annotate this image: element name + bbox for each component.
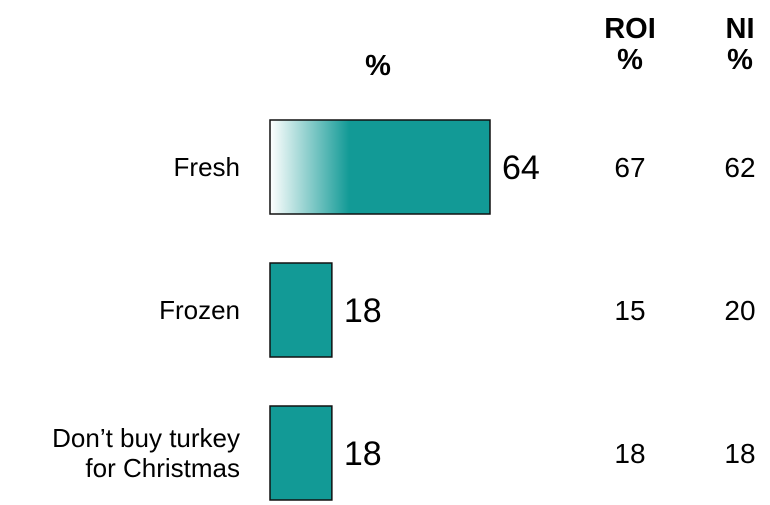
bar-value-label: 64 — [502, 149, 540, 187]
bar — [269, 119, 491, 215]
bar — [269, 262, 333, 358]
column-value-1: 20 — [724, 295, 755, 326]
bar — [269, 405, 333, 501]
column-header-1-line-0: NI — [726, 13, 755, 45]
bar-value-label: 18 — [344, 292, 382, 330]
column-value-0: 18 — [614, 438, 645, 469]
bar-value-label: 18 — [344, 435, 382, 473]
column-headers: %ROI%NI% — [365, 13, 754, 82]
column-value-0: 15 — [614, 295, 645, 326]
column-value-1: 18 — [724, 438, 755, 469]
category-label: Don’t buy turkey — [52, 423, 240, 453]
column-value-1: 62 — [724, 152, 755, 183]
category-label: Frozen — [159, 295, 240, 325]
column-header-0-line-0: ROI — [604, 13, 656, 45]
chart-row: Frozen 18 15 20 — [159, 262, 756, 358]
category-label: Fresh — [174, 152, 240, 182]
category-label: for Christmas — [85, 453, 240, 483]
chart-row: Fresh 64 67 62 — [174, 119, 756, 215]
chart-rows: Fresh 64 67 62 Frozen 18 15 20 Don’t buy turkeyf… — [52, 119, 756, 501]
column-value-0: 67 — [614, 152, 645, 183]
bar-column-header: % — [365, 50, 391, 82]
column-header-1-line-1: % — [727, 44, 753, 76]
column-header-0-line-1: % — [617, 44, 643, 76]
